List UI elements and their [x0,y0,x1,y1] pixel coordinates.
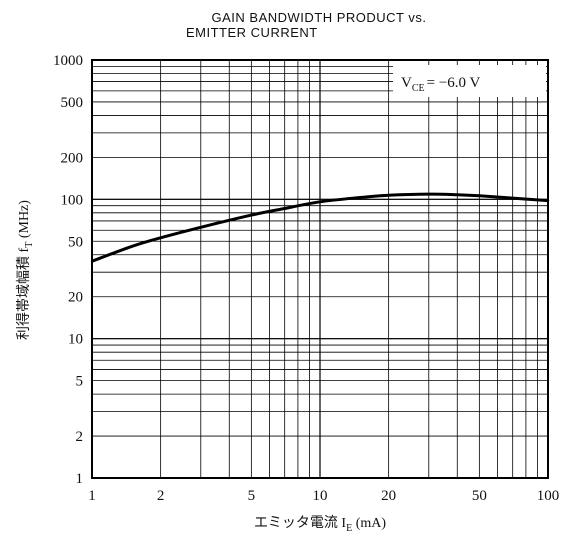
x-tick-labels: 1 2 5 10 20 50 100 [88,488,559,504]
x-axis-label-prefix: エミッタ電流 I [254,515,346,531]
chart-title-line-1: GAIN BANDWIDTH PRODUCT vs. [212,10,427,25]
data-point [159,236,162,239]
data-point [283,207,286,210]
y-axis-label: 利得帯域幅積 fT (MHz) [15,200,35,340]
x-axis-label: エミッタ電流 IE (mA) [254,515,386,534]
y-tick-label: 10 [68,332,83,348]
x-tick-label: 1 [88,488,96,504]
y-tick-label: 20 [68,290,83,306]
data-point [478,194,481,197]
data-point [130,245,134,248]
y-tick-label: 1000 [53,53,83,69]
y-tick-labels: 1000 500 200 100 50 20 10 5 2 1 [53,53,83,487]
condition-box [393,65,546,97]
x-tick-label: 50 [472,488,487,504]
condition-subscript: CE [412,83,425,94]
y-tick-label: 500 [61,95,84,111]
series-line [91,192,549,263]
data-point [427,192,430,196]
data-point [90,260,94,263]
y-tick-label: 100 [61,192,84,208]
x-tick-label: 100 [537,488,560,504]
data-point [387,194,390,197]
data-point [199,226,202,229]
y-tick-label: 1 [76,471,84,487]
y-axis-label-suffix: (MHz) [17,200,32,242]
data-point [456,193,459,196]
y-tick-label: 5 [76,374,84,390]
x-tick-label: 5 [248,488,256,504]
condition-suffix: = −6.0 V [427,75,481,91]
x-tick-label: 10 [313,488,328,504]
data-point [546,199,550,202]
y-tick-label: 2 [76,429,84,445]
condition-label: VCE = −6.0 V [393,65,546,97]
y-tick-label: 200 [61,150,84,166]
data-point [358,196,362,199]
y-tick-label: 50 [68,234,83,250]
x-tick-label: 20 [381,488,396,504]
grid [92,60,548,478]
x-axis-label-subscript: E [346,523,352,534]
x-axis-label-suffix: (mA) [352,516,386,531]
plot-frame [91,59,549,479]
x-tick-label: 2 [157,488,165,504]
chart-title-line-2: EMITTER CURRENT [186,25,318,40]
series-layer [90,192,550,263]
y-axis-label-subscript: T [24,242,35,248]
data-point [318,200,322,203]
condition-text: VCE = −6.0 V [401,75,481,94]
data-point [250,213,253,217]
y-axis-label-prefix: 利得帯域幅積 f [15,247,32,339]
condition-prefix: V [401,75,412,91]
data-point [511,196,514,200]
